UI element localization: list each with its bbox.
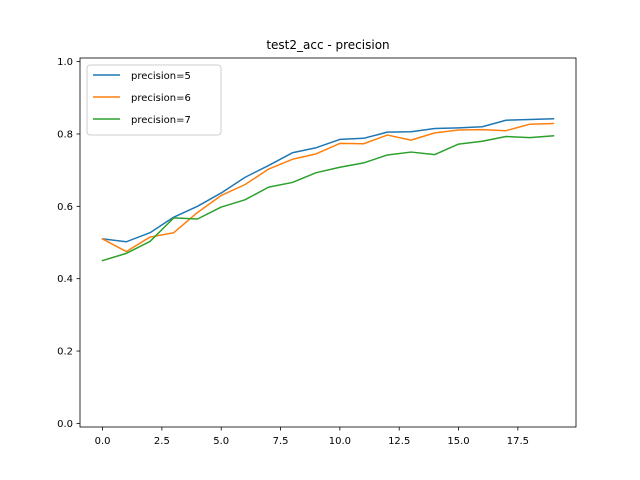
y-tick-label: 0.4 bbox=[57, 274, 73, 285]
plot-frame bbox=[79, 57, 577, 428]
series-line-1 bbox=[101, 118, 555, 243]
chart-title: test2_acc - precision bbox=[266, 38, 389, 52]
x-tick-label: 2.5 bbox=[154, 436, 170, 447]
series-line-3 bbox=[101, 134, 555, 262]
legend: precision=5 precision=6 precision=7 bbox=[86, 64, 222, 136]
y-tick-label: 0.6 bbox=[57, 202, 73, 213]
x-tick-label: 5.0 bbox=[213, 436, 229, 447]
legend-label-3: precision=7 bbox=[131, 115, 191, 126]
x-tick-label: 17.5 bbox=[507, 436, 529, 447]
y-tick-label: 0.0 bbox=[57, 419, 73, 430]
legend-label-1: precision=5 bbox=[131, 71, 191, 82]
y-tick-label: 0.2 bbox=[57, 347, 73, 358]
y-tick-label: 0.8 bbox=[57, 129, 73, 140]
series-line-2 bbox=[101, 122, 555, 253]
x-tick-label: 7.5 bbox=[273, 436, 289, 447]
x-tick-label: 12.5 bbox=[388, 436, 410, 447]
x-tick-label: 15.0 bbox=[447, 436, 469, 447]
legend-box bbox=[86, 64, 222, 136]
x-tick-label: 10.0 bbox=[329, 436, 351, 447]
y-tick-label: 1.0 bbox=[57, 57, 73, 68]
series-layer bbox=[101, 118, 555, 262]
legend-label-2: precision=6 bbox=[131, 93, 191, 104]
axes-layer: 0.0 2.5 5.0 7.5 10.0 12.5 15.0 17.5 0.0 0.2 0.4 0.6… bbox=[57, 57, 577, 447]
x-tick-label: 0.0 bbox=[95, 436, 111, 447]
